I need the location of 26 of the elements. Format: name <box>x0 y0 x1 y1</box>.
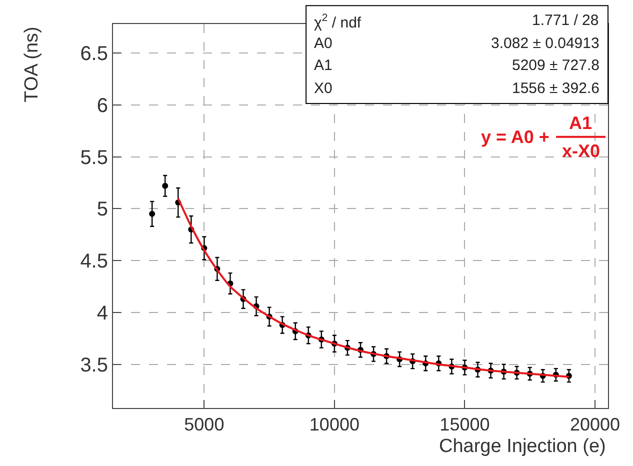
y-tick-label: 4 <box>96 302 108 325</box>
x-tick-label: 15000 <box>440 414 490 435</box>
y-tick-label: 4.5 <box>80 250 108 273</box>
annotation: A0 <box>314 35 332 52</box>
y-axis-title: TOA (ns) <box>21 26 42 102</box>
point <box>162 182 168 189</box>
y-tick-label: 6 <box>96 94 108 117</box>
y-tick-label: 5 <box>96 198 108 221</box>
annotation: 1556 ± 392.6 <box>512 80 600 97</box>
y-tick-label: 5.5 <box>80 146 108 169</box>
x-axis-title: Charge Injection (e) <box>439 436 606 457</box>
annotation: A1 <box>314 57 332 74</box>
y-tick-label: 6.5 <box>80 43 108 66</box>
annotation: 5209 ± 727.8 <box>512 57 600 74</box>
annotation: 3.082 ± 0.04913 <box>491 35 600 52</box>
annotation: x-X0 <box>562 141 600 161</box>
annotation: A1 <box>569 113 592 133</box>
annotation: 1.771 / 28 <box>532 12 599 29</box>
x-tick-label: 10000 <box>309 414 360 435</box>
annotation: X0 <box>314 80 332 97</box>
x-tick-label: 5000 <box>184 414 224 435</box>
x-tick-label: 20000 <box>570 414 620 435</box>
y-tick-label: 3.5 <box>80 354 108 376</box>
annotation: χ$^{2}$ / ndf <box>314 12 362 32</box>
annotation: y = A0 + <box>481 127 550 147</box>
point <box>149 210 156 217</box>
